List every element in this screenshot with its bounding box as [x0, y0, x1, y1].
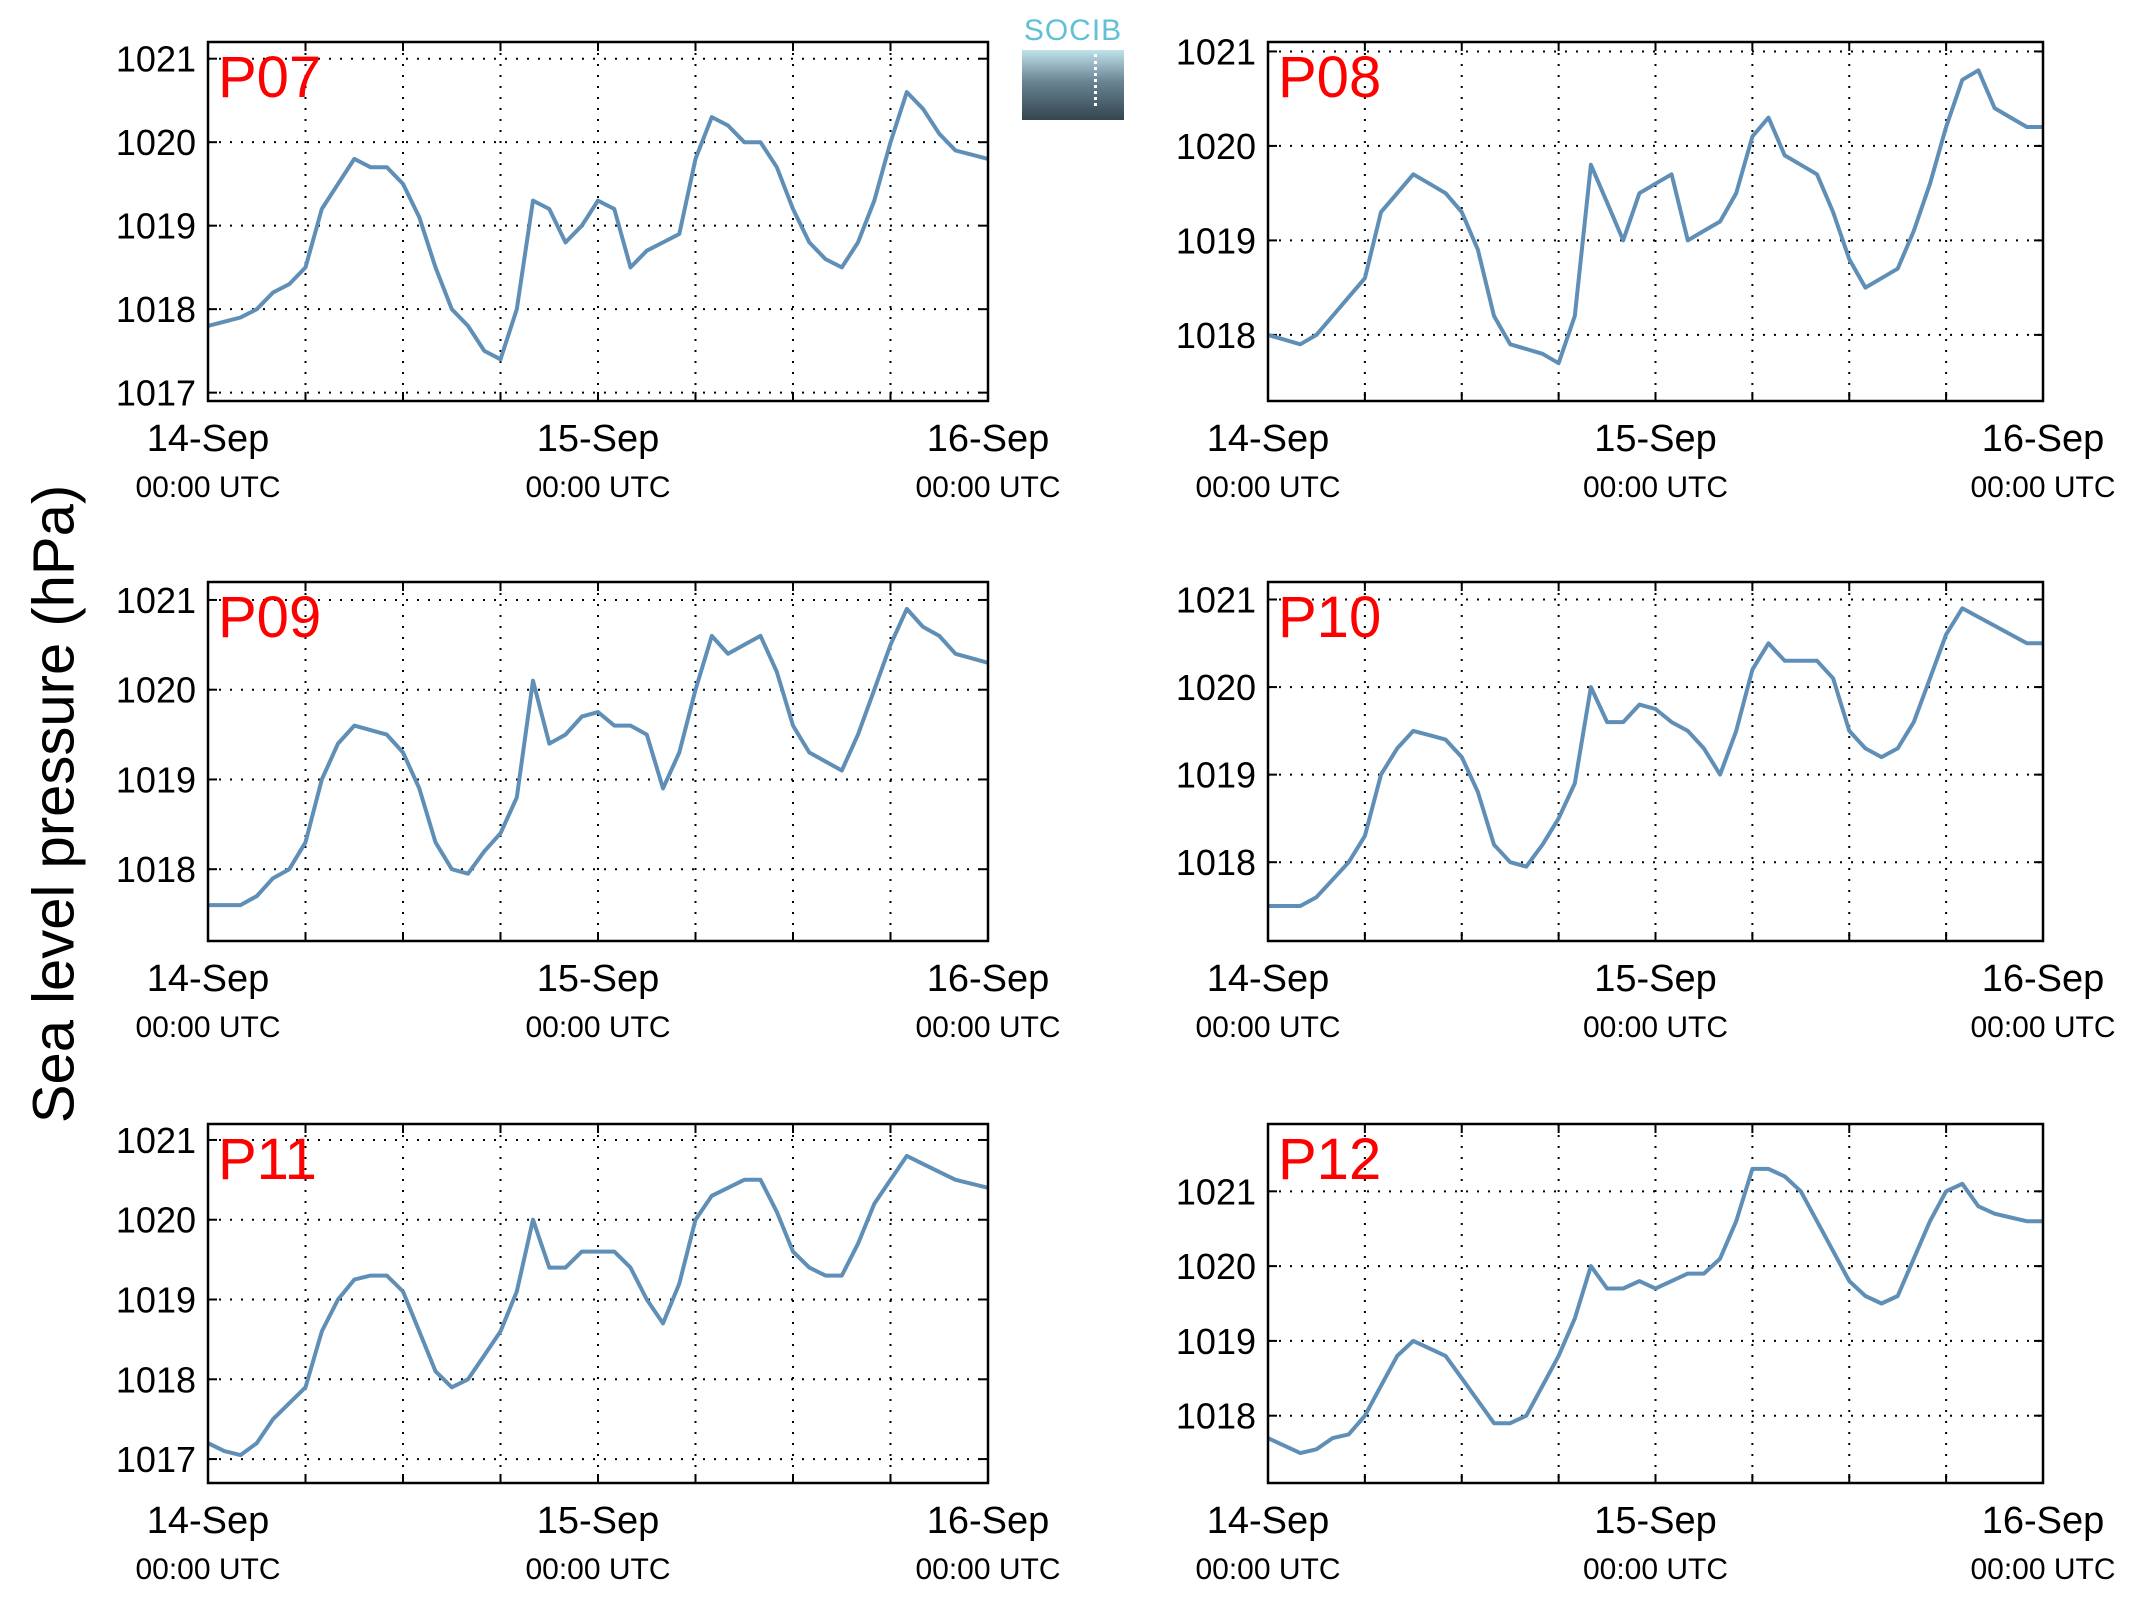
- y-tick-label: 1020: [1176, 667, 1256, 708]
- y-tick-label: 1021: [1176, 1171, 1256, 1212]
- y-tick-label: 1019: [116, 206, 196, 247]
- x-tick-date-label: 15-Sep: [537, 958, 660, 1000]
- y-tick-label: 1021: [1176, 31, 1256, 72]
- x-tick-time-label: 00:00 UTC: [1970, 1011, 2115, 1044]
- x-tick-time-label: 00:00 UTC: [1583, 1011, 1728, 1044]
- pressure-series-line: [1268, 606, 2043, 908]
- y-tick-label: 1019: [1176, 1321, 1256, 1362]
- x-tick-time-label: 00:00 UTC: [1583, 1553, 1728, 1586]
- x-tick-date-label: 16-Sep: [1982, 1500, 2105, 1542]
- y-tick-label: 1019: [116, 1280, 196, 1321]
- axes-frame: [206, 1122, 990, 1485]
- x-tick-date-label: 14-Sep: [1207, 1500, 1330, 1542]
- pressure-series-line: [208, 606, 988, 908]
- x-tick-date-label: 14-Sep: [147, 958, 270, 1000]
- chart-panel-p07: 1017 1018 1019 1020 1021 14-Sep 00:00 UTC 15-Se…: [116, 39, 1061, 504]
- y-tick-label: 1018: [1176, 842, 1256, 883]
- y-tick-label: 1021: [116, 39, 196, 80]
- x-tick-date-label: 15-Sep: [1594, 418, 1717, 460]
- y-tick-label: 1019: [116, 759, 196, 800]
- x-tick-time-label: 00:00 UTC: [915, 1553, 1060, 1586]
- x-tick-time-label: 00:00 UTC: [1970, 1553, 2115, 1586]
- chart-panel-p12: 1018 1019 1020 1021 14-Sep 00:00 UTC 15-Sep 00:…: [1176, 1122, 2116, 1586]
- y-tick-label: 1020: [1176, 126, 1256, 167]
- x-tick-time-label: 00:00 UTC: [915, 471, 1060, 504]
- x-tick-date-label: 15-Sep: [1594, 1500, 1717, 1542]
- y-tick-label: 1020: [116, 1200, 196, 1241]
- x-tick-time-label: 00:00 UTC: [135, 471, 280, 504]
- chart-panel-p10: 1018 1019 1020 1021 14-Sep 00:00 UTC 15-Sep 00:…: [1176, 580, 2116, 1044]
- x-tick-time-label: 00:00 UTC: [1195, 1553, 1340, 1586]
- station-label: P07: [218, 45, 321, 110]
- x-tick-date-label: 16-Sep: [1982, 418, 2105, 460]
- chart-panel-p08: 1018 1019 1020 1021 14-Sep 00:00 UTC 15-Sep 00:…: [1176, 31, 2116, 504]
- y-tick-label: 1021: [116, 1120, 196, 1161]
- pressure-series-line: [208, 90, 988, 362]
- x-tick-date-label: 14-Sep: [1207, 958, 1330, 1000]
- axes-frame: [206, 580, 990, 943]
- y-tick-label: 1018: [116, 849, 196, 890]
- y-tick-label: 1021: [1176, 580, 1256, 621]
- logo-graphic: [1022, 50, 1124, 120]
- x-tick-time-label: 00:00 UTC: [915, 1011, 1060, 1044]
- x-tick-time-label: 00:00 UTC: [525, 1553, 670, 1586]
- x-tick-time-label: 00:00 UTC: [525, 471, 670, 504]
- logo-text: SOCIB: [1023, 14, 1123, 47]
- pressure-series-line: [1268, 1166, 2043, 1456]
- x-tick-time-label: 00:00 UTC: [135, 1011, 280, 1044]
- station-label: P10: [1278, 585, 1381, 650]
- pressure-series-line: [208, 1153, 988, 1458]
- x-tick-time-label: 00:00 UTC: [1195, 471, 1340, 504]
- x-tick-time-label: 00:00 UTC: [1583, 471, 1728, 504]
- y-tick-label: 1020: [116, 122, 196, 163]
- x-tick-date-label: 16-Sep: [927, 958, 1050, 1000]
- y-tick-label: 1017: [116, 1439, 196, 1480]
- y-tick-label: 1018: [1176, 1396, 1256, 1437]
- x-tick-date-label: 16-Sep: [927, 1500, 1050, 1542]
- axes-frame: [1266, 1122, 2045, 1485]
- y-tick-label: 1019: [1176, 755, 1256, 796]
- x-tick-date-label: 16-Sep: [1982, 958, 2105, 1000]
- x-tick-date-label: 15-Sep: [537, 1500, 660, 1542]
- chart-panel-p11: 1017 1018 1019 1020 1021 14-Sep 00:00 UTC 15-Se…: [116, 1120, 1061, 1586]
- x-tick-time-label: 00:00 UTC: [525, 1011, 670, 1044]
- x-tick-time-label: 00:00 UTC: [1195, 1011, 1340, 1044]
- socib-logo: SOCIB: [1022, 14, 1124, 120]
- chart-panel-p09: 1018 1019 1020 1021 14-Sep 00:00 UTC 15-Sep 00:…: [116, 580, 1061, 1044]
- x-tick-date-label: 16-Sep: [927, 418, 1050, 460]
- y-tick-label: 1020: [116, 670, 196, 711]
- station-label: P12: [1278, 1127, 1381, 1192]
- y-tick-label: 1020: [1176, 1246, 1256, 1287]
- axes-frame: [1266, 40, 2045, 403]
- x-tick-date-label: 15-Sep: [537, 418, 660, 460]
- y-tick-label: 1017: [116, 373, 196, 414]
- y-tick-label: 1018: [116, 289, 196, 330]
- x-tick-date-label: 15-Sep: [1594, 958, 1717, 1000]
- x-tick-date-label: 14-Sep: [147, 418, 270, 460]
- y-axis-label: Sea level pressure (hPa): [21, 484, 87, 1124]
- y-tick-label: 1019: [1176, 220, 1256, 261]
- pressure-series-line: [1268, 68, 2043, 366]
- x-tick-date-label: 14-Sep: [1207, 418, 1330, 460]
- station-label: P08: [1278, 45, 1381, 110]
- y-tick-label: 1021: [116, 580, 196, 621]
- axes-frame: [1266, 580, 2045, 943]
- x-tick-date-label: 14-Sep: [147, 1500, 270, 1542]
- x-tick-time-label: 00:00 UTC: [1970, 471, 2115, 504]
- station-label: P11: [218, 1127, 317, 1192]
- y-tick-label: 1018: [1176, 315, 1256, 356]
- x-tick-time-label: 00:00 UTC: [135, 1553, 280, 1586]
- y-tick-label: 1018: [116, 1359, 196, 1400]
- station-label: P09: [218, 585, 321, 650]
- axes-frame: [206, 40, 990, 403]
